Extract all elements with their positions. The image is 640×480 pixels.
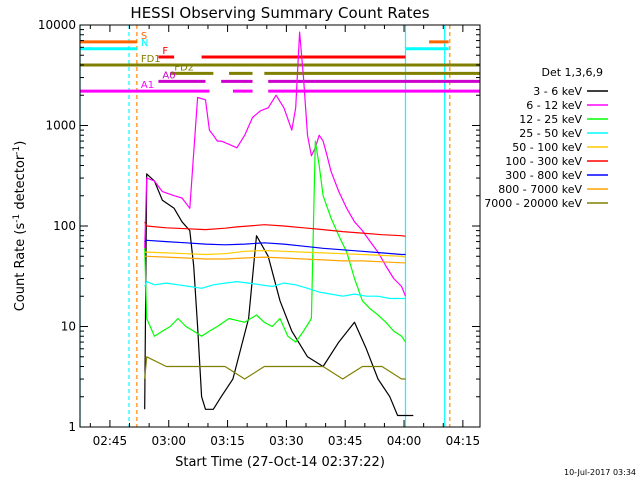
series-line-25-50-kev	[144, 281, 406, 300]
legend-label-12-25-kev: 12 - 25 keV	[519, 113, 582, 126]
y-axis-label-end: )	[13, 141, 28, 146]
legend-title: Det 1,3,6,9	[541, 66, 603, 79]
date-stamp: 10-Jul-2017 03:34	[564, 468, 636, 477]
y-tick-label-10: 10	[61, 320, 76, 334]
series-line-3-6-kev	[144, 173, 414, 417]
chart-title: HESSI Observing Summary Count Rates	[130, 4, 429, 22]
y-tick-label-100: 100	[53, 219, 76, 233]
annotation-label-n: N	[141, 38, 148, 49]
axis-ticks: 02:45 03:00 03:15 03:30 03:45 04:00 04:15 1 10 10…	[38, 18, 480, 448]
series-line-6-12-kev	[144, 31, 407, 297]
legend-label-50-100-kev: 50 - 100 keV	[512, 141, 582, 154]
annotation-label-a0: A0	[162, 70, 175, 81]
annotation-label-fd2: FD2	[174, 62, 194, 73]
x-axis-label: Start Time (27-Oct-14 02:37:22)	[175, 455, 385, 470]
legend-label-800-7000-kev: 800 - 7000 keV	[498, 183, 582, 196]
y-axis-label-sup1: -1	[12, 214, 22, 223]
y-axis-label: Count Rate (s-1 detector-1)	[12, 141, 28, 312]
x-tick-label-03-15: 03:15	[210, 434, 245, 448]
x-tick-label-03-00: 03:00	[151, 434, 186, 448]
annotation-label-f: F	[162, 46, 168, 57]
annotation-label-fd1: FD1	[141, 54, 161, 65]
series-line-800-7000-kev	[144, 255, 406, 264]
series-line-100-300-kev	[144, 221, 406, 237]
x-tick-label-03-45: 03:45	[328, 434, 363, 448]
y-tick-label-1: 1	[68, 420, 76, 434]
series-line-7000-20000-kev	[144, 356, 406, 380]
legend-label-300-800-kev: 300 - 800 keV	[505, 169, 582, 182]
annotation-label-s: S	[141, 31, 147, 42]
series-line-12-25-kev	[144, 140, 407, 343]
annotation-label-a1: A1	[141, 80, 154, 91]
legend-label-6-12-kev: 6 - 12 keV	[526, 99, 582, 112]
y-axis-label-main: Count Rate (s	[13, 223, 28, 312]
x-tick-label-03-30: 03:30	[269, 434, 304, 448]
y-axis-label-mid: detector	[13, 154, 28, 214]
legend-label-3-6-kev: 3 - 6 keV	[533, 85, 582, 98]
y-tick-label-10000: 10000	[38, 18, 76, 32]
y-axis-label-sup2: -1	[12, 146, 22, 155]
series-line-50-100-kev	[144, 249, 406, 258]
legend-label-7000-20000-kev: 7000 - 20000 keV	[484, 197, 582, 210]
legend-label-25-50-kev: 25 - 50 keV	[519, 127, 582, 140]
x-tick-label-02-45: 02:45	[93, 434, 128, 448]
x-tick-label-04-15: 04:15	[446, 434, 481, 448]
y-tick-label-1000: 1000	[45, 119, 76, 133]
x-tick-label-04-00: 04:00	[387, 434, 422, 448]
legend-label-100-300-kev: 100 - 300 keV	[505, 155, 582, 168]
series-line-300-800-kev	[144, 239, 406, 256]
